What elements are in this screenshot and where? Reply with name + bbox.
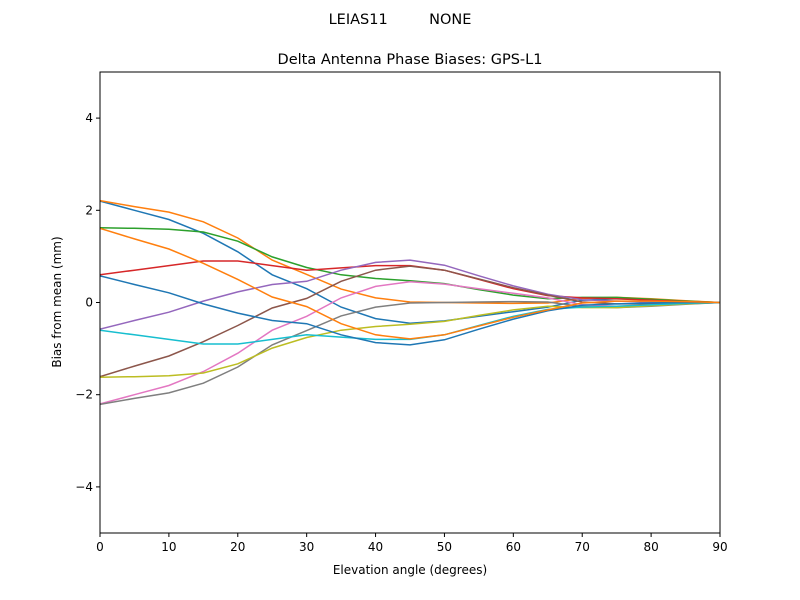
x-tick-label: 40 bbox=[368, 540, 383, 554]
x-tick-label: 50 bbox=[437, 540, 452, 554]
series-line-7 bbox=[100, 300, 720, 406]
x-tick-label: 80 bbox=[643, 540, 658, 554]
figure-suptitle: LEIAS11 NONE bbox=[329, 12, 472, 28]
x-tick-label: 20 bbox=[230, 540, 245, 554]
x-axis-label: Elevation angle (degrees) bbox=[333, 563, 487, 577]
chart-title: Delta Antenna Phase Biases: GPS-L1 bbox=[278, 52, 543, 68]
x-tick-label: 0 bbox=[96, 540, 104, 554]
x-axis: 0 10 20 30 40 50 60 70 80 90 bbox=[96, 533, 728, 554]
series-line-8 bbox=[100, 301, 720, 378]
series-line-4 bbox=[100, 259, 720, 330]
y-tick-label: −4 bbox=[75, 480, 93, 494]
x-tick-label: 60 bbox=[506, 540, 521, 554]
y-axis: −4 −2 0 2 4 bbox=[75, 111, 100, 494]
x-tick-label: 10 bbox=[161, 540, 176, 554]
y-tick-label: 0 bbox=[85, 296, 93, 310]
series-line-10 bbox=[100, 275, 720, 346]
series-line-11 bbox=[100, 227, 720, 340]
series-lines bbox=[100, 199, 720, 406]
x-tick-label: 30 bbox=[299, 540, 314, 554]
series-line-2 bbox=[100, 227, 720, 304]
y-axis-label: Bias from mean (mm) bbox=[50, 236, 64, 367]
y-tick-label: 4 bbox=[85, 111, 93, 125]
y-tick-label: 2 bbox=[85, 203, 93, 217]
x-tick-label: 70 bbox=[575, 540, 590, 554]
series-line-1 bbox=[100, 199, 720, 305]
y-tick-label: −2 bbox=[75, 388, 93, 402]
x-tick-label: 90 bbox=[712, 540, 727, 554]
series-line-5 bbox=[100, 265, 720, 378]
